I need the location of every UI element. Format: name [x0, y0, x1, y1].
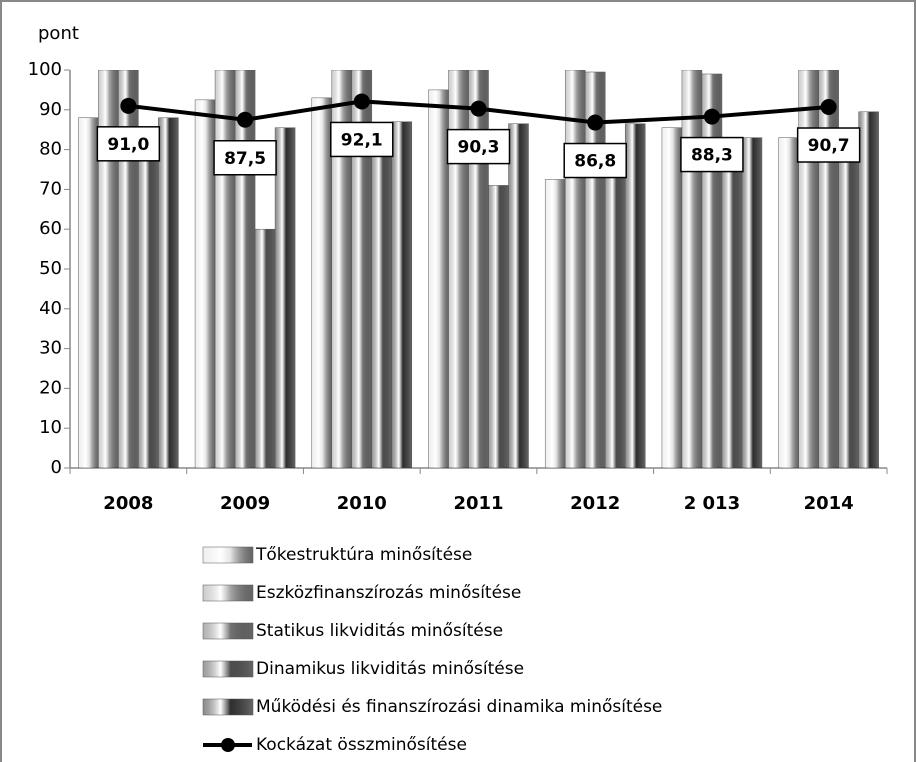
y-tick-label: 90 — [39, 99, 62, 120]
line-marker — [587, 114, 604, 131]
legend-marker — [221, 738, 235, 752]
y-tick-label: 0 — [51, 457, 62, 478]
bar — [194, 99, 216, 468]
legend-swatch — [202, 660, 254, 678]
legend-label: Statikus likviditás minősítése — [256, 621, 503, 641]
x-tick-label: 2012 — [570, 493, 620, 514]
bar — [564, 70, 586, 468]
bar — [214, 70, 236, 468]
bar — [544, 179, 566, 468]
bar — [311, 97, 333, 468]
bar — [778, 137, 799, 468]
label-box — [213, 140, 277, 176]
label-box — [330, 121, 394, 158]
bar — [604, 149, 626, 468]
label-box — [680, 136, 744, 173]
legend-swatch — [202, 698, 254, 716]
value-label: 90,7 — [808, 136, 850, 156]
legend-label: Kockázat összminősítése — [256, 735, 467, 755]
legend-swatch — [202, 584, 254, 602]
line-marker — [703, 108, 720, 125]
value-label: 88,3 — [691, 146, 733, 166]
label-box — [96, 126, 161, 162]
value-label: 92,1 — [341, 130, 383, 150]
bar — [701, 73, 723, 468]
line-marker — [470, 100, 487, 117]
label-box — [796, 127, 861, 163]
value-label: 87,5 — [224, 149, 266, 169]
y-tick-label: 80 — [39, 139, 62, 160]
legend-label: Tőkestruktúra minősítése — [255, 545, 472, 565]
line-marker — [120, 97, 137, 114]
legend-label: Dinamikus likviditás minősítése — [256, 659, 524, 679]
bar — [584, 71, 606, 468]
y-tick-label: 10 — [39, 417, 62, 438]
y-tick-label: 100 — [28, 59, 62, 80]
bars — [78, 70, 879, 468]
y-tick-label: 50 — [39, 258, 62, 279]
legend-label: Eszközfinanszírozás minősítése — [256, 583, 521, 603]
y-tick-label: 20 — [39, 377, 62, 398]
value-label: 90,3 — [458, 138, 500, 158]
bar — [234, 70, 256, 468]
legend-label: Működési és finanszírozási dinamika minő… — [256, 697, 662, 717]
bar — [721, 169, 743, 468]
bar — [661, 127, 683, 468]
x-tick-label: 2009 — [220, 493, 270, 514]
bar — [158, 117, 179, 468]
value-label: 91,0 — [107, 135, 149, 155]
bar — [838, 149, 859, 468]
bar — [624, 123, 646, 468]
y-axis-label: pont — [38, 23, 79, 44]
legend-swatch — [202, 546, 254, 564]
value-label: 86,8 — [574, 152, 616, 172]
bar — [508, 123, 529, 468]
bar — [138, 149, 159, 468]
y-tick-label: 60 — [39, 218, 62, 239]
line-marker — [820, 99, 837, 116]
x-tick-label: 2008 — [103, 493, 153, 514]
bar — [488, 185, 509, 468]
y-tick-label: 30 — [39, 338, 62, 359]
label-box — [563, 142, 627, 179]
bar — [254, 228, 276, 468]
x-tick-label: 2011 — [453, 493, 503, 514]
bar — [741, 137, 763, 468]
y-tick-label: 70 — [39, 178, 62, 199]
bar — [858, 111, 879, 468]
bar — [371, 149, 393, 468]
bar — [274, 127, 296, 468]
y-tick-label: 40 — [39, 298, 62, 319]
x-tick-label: 2010 — [337, 493, 387, 514]
x-tick-label: 2 013 — [684, 493, 740, 514]
bar — [391, 121, 413, 468]
line-marker — [353, 93, 370, 110]
bar — [78, 117, 99, 468]
x-tick-label: 2014 — [804, 493, 854, 514]
label-box — [446, 128, 511, 165]
legend-swatch — [202, 622, 254, 640]
bar — [681, 70, 703, 468]
line-marker — [237, 111, 254, 128]
bar — [428, 89, 449, 468]
